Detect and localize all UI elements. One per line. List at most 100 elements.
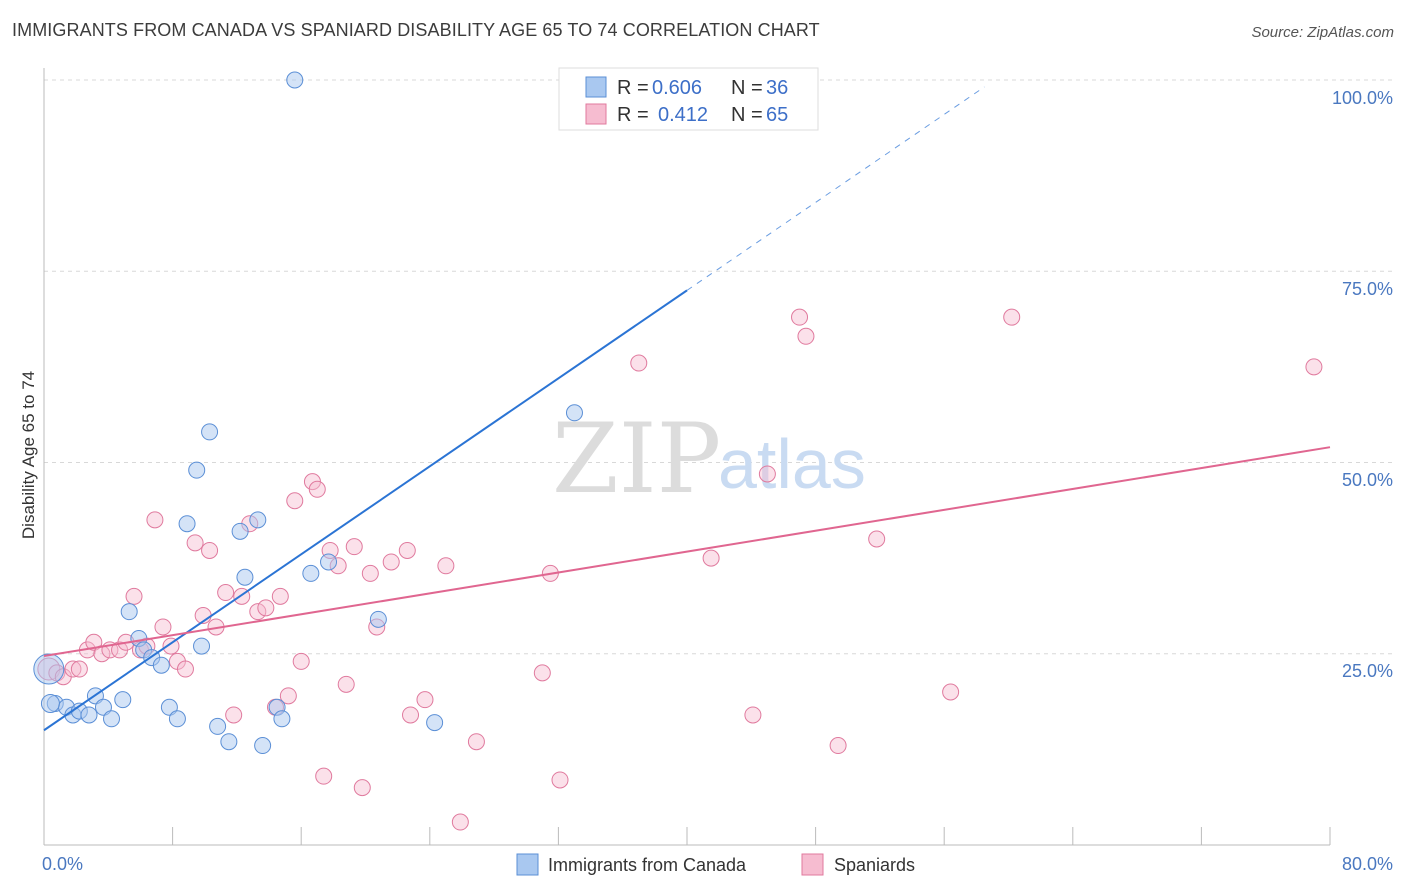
spaniard-point [797, 327, 815, 345]
legend-n-value-canada: 36 [766, 77, 788, 99]
spaniard-point [217, 584, 235, 602]
spaniard-point [125, 587, 143, 605]
spaniard-point [70, 660, 88, 678]
legend-r-label-canada: R = [617, 77, 649, 99]
spaniard-point [201, 541, 219, 559]
legend-swatch-canada [585, 76, 607, 98]
x-tick-label-max: 80.0% [1342, 854, 1393, 874]
canada-point [273, 710, 291, 728]
watermark-atlas: atlas [718, 425, 866, 503]
spaniard-point [791, 308, 809, 326]
canada-point [249, 511, 267, 529]
spaniard-point [382, 553, 400, 571]
canada-point [236, 568, 254, 586]
legend: R = 0.606 N = 36 R = 0.412 N = 65 [558, 67, 819, 131]
canada-point [152, 656, 170, 674]
y-tick-label-75: 75.0% [1342, 279, 1393, 299]
spaniard-point [257, 599, 275, 617]
canada-point [369, 610, 387, 628]
spaniard-point [337, 675, 355, 693]
legend-n-label-spain: N = [731, 104, 763, 126]
spaniard-point [315, 767, 333, 785]
canada-point [178, 515, 196, 533]
spaniard-point [1305, 358, 1323, 376]
canada-point [220, 733, 238, 751]
canada-point [193, 637, 211, 655]
spaniard-point [868, 530, 886, 548]
bottom-legend-swatch-spain [801, 853, 824, 876]
spaniard-point [402, 706, 420, 724]
bottom-legend-label-spain: Spaniards [834, 855, 915, 875]
spaniard-point [345, 538, 363, 556]
watermark: ZIP atlas [552, 403, 866, 515]
chart-title: IMMIGRANTS FROM CANADA VS SPANIARD DISAB… [12, 20, 820, 40]
spaniard-point [154, 618, 172, 636]
canada-point [120, 603, 138, 621]
spaniard-point [942, 683, 960, 701]
bottom-legend-swatch-canada [516, 853, 539, 876]
spaniard-point [146, 511, 164, 529]
canada-point [40, 693, 60, 713]
spaniard-point [630, 354, 648, 372]
canada-trend-line [43, 289, 688, 732]
legend-r-label-spain: R = [617, 104, 649, 126]
canada-point [103, 710, 121, 728]
spaniard-point [286, 492, 304, 510]
bottom-legend: Immigrants from Canada Spaniards [516, 853, 915, 876]
spaniard-point [467, 733, 485, 751]
legend-n-label-canada: N = [731, 77, 763, 99]
bottom-legend-label-canada: Immigrants from Canada [548, 855, 747, 875]
spaniard-point [279, 687, 297, 705]
legend-r-value-canada: 0.606 [652, 77, 702, 99]
y-axis-title: Disability Age 65 to 74 [19, 371, 38, 539]
canada-point [188, 461, 206, 479]
legend-r-value-spain: 0.412 [658, 104, 708, 126]
canada-point [302, 564, 320, 582]
legend-n-value-spain: 65 [766, 104, 788, 126]
legend-swatch-spain [585, 103, 607, 125]
spaniard-point [437, 557, 455, 575]
spaniard-point [64, 660, 82, 678]
canada-point [565, 404, 583, 422]
spaniard-point [744, 706, 762, 724]
spaniard-point [353, 779, 371, 797]
spaniard-point [361, 564, 379, 582]
spaniard-point [451, 813, 469, 831]
canada-point [254, 737, 272, 755]
canada-point [80, 706, 98, 724]
spaniard-point [398, 541, 416, 559]
canada-point [33, 653, 65, 685]
canada-point [168, 710, 186, 728]
canada-point [426, 714, 444, 732]
spaniard-point [225, 706, 243, 724]
source-label: Source: ZipAtlas.com [1251, 24, 1394, 41]
x-tick-label-min: 0.0% [42, 854, 83, 874]
spaniard-point [186, 534, 204, 552]
canada-point [286, 71, 304, 89]
spaniard-point [162, 637, 180, 655]
spaniard-point [533, 664, 551, 682]
spaniard-point [758, 465, 776, 483]
spaniard-point [308, 480, 326, 498]
watermark-zip: ZIP [552, 403, 721, 515]
spaniard-trend-line [43, 446, 1331, 658]
spaniard-point [551, 771, 569, 789]
canada-point [320, 553, 338, 571]
spaniard-point [176, 660, 194, 678]
spaniard-point [416, 691, 434, 709]
y-tick-label-25: 25.0% [1342, 661, 1393, 681]
spaniard-point [702, 549, 720, 567]
spaniard-point [829, 737, 847, 755]
spaniard-point [292, 652, 310, 670]
canada-point [201, 423, 219, 441]
spaniard-point [271, 587, 289, 605]
canada-point [209, 717, 227, 735]
y-tick-label-100: 100.0% [1332, 88, 1393, 108]
canada-point [114, 691, 132, 709]
y-tick-label-50: 50.0% [1342, 470, 1393, 490]
canada-point [231, 522, 249, 540]
canada-trend-extension [686, 86, 985, 291]
spaniard-point [249, 603, 267, 621]
spaniard-point [1003, 308, 1021, 326]
